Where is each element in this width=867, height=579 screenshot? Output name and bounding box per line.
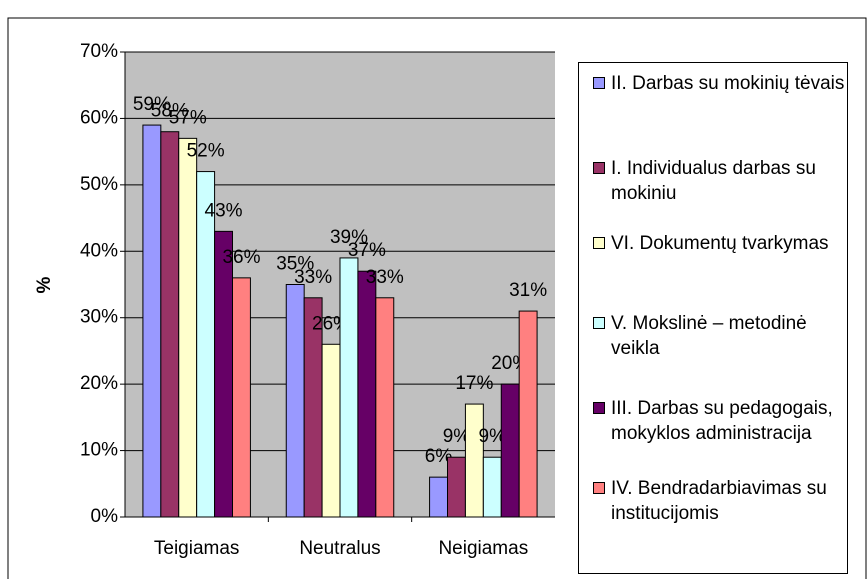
data-label: 59% (133, 94, 171, 115)
data-label: 9% (479, 426, 507, 447)
legend-label: II. Darbas su mokinių tėvais (611, 73, 845, 94)
x-tick-label: Neigiamas (438, 538, 528, 559)
legend-swatch (593, 317, 605, 329)
x-tick-label: Teigiamas (154, 538, 240, 559)
bar (214, 230, 233, 518)
data-label: 58% (151, 101, 189, 122)
data-label: 9% (443, 426, 471, 447)
y-tick-label: 10% (80, 440, 118, 461)
data-label: 36% (222, 247, 260, 268)
y-axis-label: % (34, 276, 55, 293)
y-tick-label: 0% (91, 506, 119, 527)
legend: II. Darbas su mokinių tėvais I. Individua… (578, 62, 848, 574)
y-tick-label: 20% (80, 373, 118, 394)
y-tick-label: 30% (80, 307, 118, 328)
bar (178, 137, 198, 518)
legend-label: III. Darbas su pedagogais, mokyklos admi… (611, 398, 833, 444)
data-label: 35% (276, 254, 314, 275)
bar (160, 131, 180, 518)
data-label: 37% (348, 240, 386, 261)
data-label: 31% (509, 280, 547, 301)
bar (321, 343, 341, 518)
legend-swatch (593, 77, 605, 89)
bar (232, 277, 251, 518)
y-tick-label: 70% (80, 41, 118, 62)
bar (357, 270, 377, 518)
bar (375, 297, 395, 518)
bar (339, 257, 359, 518)
y-tick-label: 60% (80, 107, 118, 128)
x-tick-label: Neutralus (299, 538, 380, 559)
data-label: 33% (366, 267, 404, 288)
legend-swatch (593, 162, 605, 174)
legend-swatch (593, 482, 605, 494)
bar (482, 456, 502, 518)
y-tick-label: 40% (80, 240, 118, 261)
bar (429, 476, 449, 518)
legend-swatch (593, 402, 605, 414)
legend-swatch (593, 237, 605, 249)
bar (500, 383, 520, 518)
data-label: 57% (169, 107, 207, 128)
data-label: 17% (455, 373, 493, 394)
bar (196, 171, 216, 518)
legend-label: V. Mokslinė – metodinė veikla (611, 313, 807, 359)
data-label: 33% (294, 267, 332, 288)
bar (142, 124, 162, 518)
data-label: 6% (425, 446, 453, 467)
legend-label: IV. Bendradarbiavimas su institucijomis (611, 478, 827, 524)
data-label: 52% (187, 141, 225, 162)
bar (518, 310, 538, 518)
y-tick-label: 50% (80, 174, 118, 195)
bar (447, 456, 466, 518)
bar (464, 403, 484, 518)
data-label: 39% (330, 227, 368, 248)
data-label: 43% (205, 200, 243, 221)
legend-label: VI. Dokumentų tvarkymas (611, 233, 829, 254)
legend-label: I. Individualus darbas su mokiniu (611, 158, 816, 204)
bar (285, 284, 305, 518)
